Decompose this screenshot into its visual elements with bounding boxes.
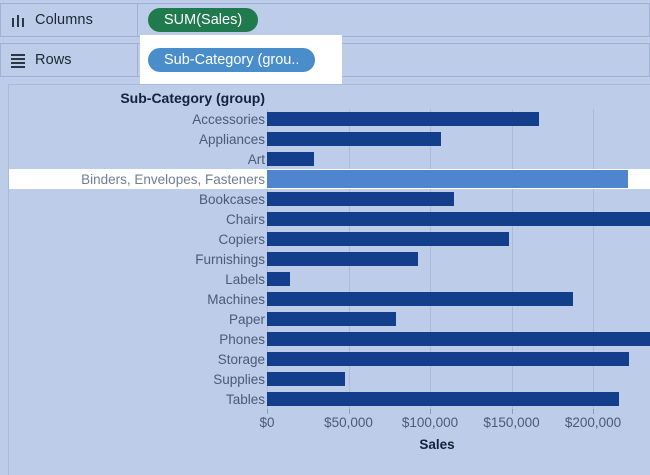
bar-bookcases[interactable]	[267, 192, 454, 206]
row-label[interactable]: Paper	[228, 311, 265, 327]
row-label[interactable]: Phones	[219, 331, 265, 347]
row-label[interactable]: Supplies	[213, 371, 265, 387]
columns-shelf-label-cell: Columns	[0, 3, 138, 37]
rows-shelf-label: Rows	[35, 52, 72, 68]
axis-tick-label: $100,000	[401, 415, 459, 430]
bar-binders-envelopes-fasteners[interactable]	[267, 170, 629, 188]
columns-icon	[11, 14, 26, 27]
bar-paper[interactable]	[267, 312, 396, 326]
pill-sub-category-group[interactable]: Sub-Category (grou..	[148, 48, 316, 72]
row-label[interactable]: Storage	[217, 351, 265, 367]
gridline	[430, 109, 431, 409]
bar-copiers[interactable]	[267, 232, 510, 246]
row-label[interactable]: Machines	[207, 291, 265, 307]
row-label[interactable]: Accessories	[192, 111, 265, 127]
x-axis[interactable]: $0 $50,000 $100,000 $150,000 $200,000	[259, 409, 650, 435]
axis-tick-label: $0	[259, 415, 275, 430]
bar-storage[interactable]	[267, 352, 629, 366]
view-pane: Sub-Category (group) Accessories Applianc…	[8, 84, 650, 475]
axis-tick	[348, 409, 350, 414]
bar-art[interactable]	[267, 152, 314, 166]
columns-shelf[interactable]: Columns SUM(Sales)	[0, 2, 650, 38]
rows-shelf-dropzone[interactable]: Sub-Category (grou..	[138, 35, 650, 85]
bar-furnishings[interactable]	[267, 252, 418, 266]
row-label[interactable]: Appliances	[198, 131, 265, 147]
axis-tick	[267, 409, 268, 414]
bar-supplies[interactable]	[267, 372, 345, 386]
row-field-header: Sub-Category (group)	[120, 90, 265, 106]
axis-tick-label: $50,000	[324, 415, 373, 430]
bar-accessories[interactable]	[267, 112, 540, 126]
plot-area-wrapper: Accessories Appliances Art Binders, Envelop…	[9, 109, 650, 409]
bar-phones[interactable]	[267, 332, 650, 346]
shelf-area: Columns SUM(Sales) Rows Sub-Category (gr…	[0, 0, 650, 85]
axis-tick-label: $200,000	[564, 415, 622, 430]
row-label[interactable]: Tables	[225, 391, 265, 407]
axis-tick	[593, 409, 594, 414]
row-label[interactable]: Bookcases	[198, 191, 265, 207]
row-label[interactable]: Binders, Envelopes, Fasteners	[9, 169, 267, 189]
columns-shelf-dropzone[interactable]: SUM(Sales)	[138, 3, 650, 37]
row-label[interactable]: Chairs	[225, 211, 265, 227]
rows-shelf-label-cell: Rows	[0, 43, 138, 77]
rows-icon	[11, 53, 26, 68]
row-label[interactable]: Furnishings	[195, 251, 265, 267]
bar-chairs[interactable]	[267, 212, 650, 226]
pill-sum-sales[interactable]: SUM(Sales)	[148, 8, 259, 32]
axis-tick	[511, 409, 513, 414]
row-header-labels: Accessories Appliances Art Binders, Envelop…	[9, 109, 267, 409]
rows-shelf[interactable]: Rows Sub-Category (grou..	[0, 35, 650, 85]
row-label[interactable]: Labels	[225, 271, 265, 287]
bar-chart-plot[interactable]	[267, 109, 650, 409]
gridline	[593, 109, 594, 409]
row-label[interactable]: Copiers	[218, 231, 265, 247]
row-label[interactable]: Art	[247, 151, 265, 167]
columns-shelf-label: Columns	[35, 12, 93, 28]
bar-labels[interactable]	[267, 272, 290, 286]
axis-tick-label: $150,000	[483, 415, 540, 430]
bar-tables[interactable]	[267, 392, 620, 406]
x-axis-title: Sales	[419, 437, 455, 452]
bar-machines[interactable]	[267, 292, 573, 306]
axis-tick	[430, 409, 431, 414]
gridline	[511, 109, 513, 409]
bar-appliances[interactable]	[267, 132, 442, 146]
